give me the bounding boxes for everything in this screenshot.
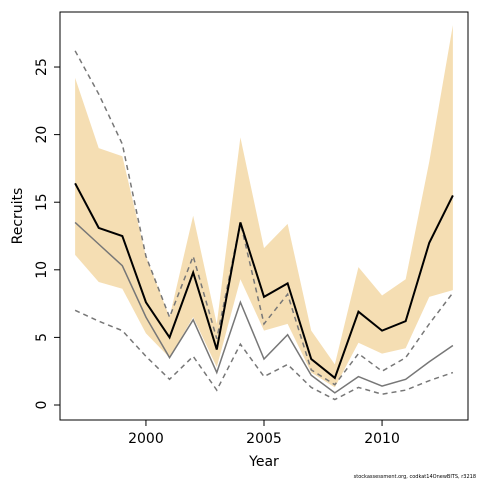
y-tick-label: 0 xyxy=(34,401,50,410)
series-line xyxy=(74,50,454,386)
series-line xyxy=(74,309,454,401)
x-tick-label: 2010 xyxy=(364,431,400,447)
plot-layer xyxy=(74,25,454,401)
x-axis-label: Year xyxy=(248,454,279,470)
confidence-band xyxy=(75,25,453,388)
series-line xyxy=(74,182,454,380)
y-axis-label: Recruits xyxy=(10,188,26,245)
footnote: stockassessment.org, codkat14OnewBITS, r… xyxy=(354,474,476,480)
x-tick-label: 2000 xyxy=(128,431,164,447)
y-tick-label: 15 xyxy=(34,193,50,211)
series-line xyxy=(74,221,454,394)
y-tick-label: 20 xyxy=(34,126,50,144)
y-tick-label: 25 xyxy=(34,58,50,76)
y-tick-label: 10 xyxy=(34,261,50,279)
y-tick-label: 5 xyxy=(34,333,50,342)
x-tick-label: 2005 xyxy=(246,431,282,447)
